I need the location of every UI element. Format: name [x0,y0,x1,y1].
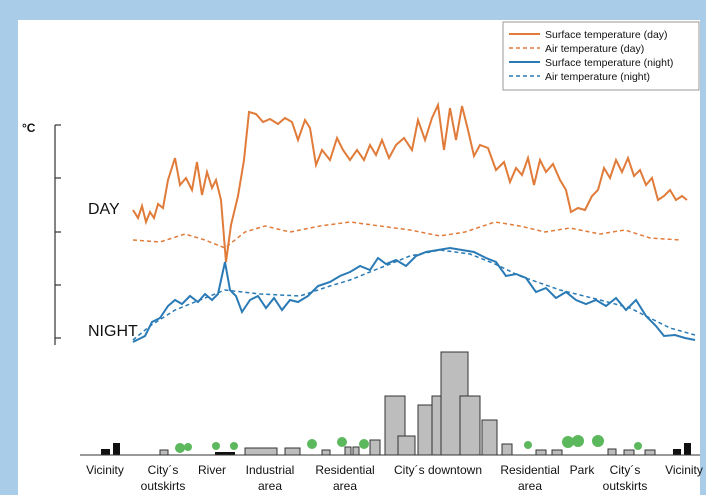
day-surface-curve [132,101,688,263]
legend-label: Surface temperature (night) [545,57,673,69]
night-air-curve [132,249,696,341]
night-surface-curve [132,246,696,343]
zone-label: Industrial [246,463,295,477]
legend-label: Surface temperature (day) [545,29,668,41]
y-axis [54,124,61,345]
legend-label: Air temperature (day) [545,43,644,55]
zone-label: Residential [500,463,559,477]
day-air-curve [132,221,681,249]
zone-label: Park [570,463,596,477]
zone-label: area [333,479,357,493]
zone-label: Vicinity [665,463,703,477]
zone-label: City´s [148,463,179,477]
zone-label: area [518,479,542,493]
trees [175,435,642,453]
zone-label: area [258,479,282,493]
axis-unit: °C [22,121,36,135]
buildings [159,351,656,456]
zone-label: Vicinity [86,463,124,477]
zone-label: outskirts [603,479,648,493]
zone-labels: Vicinity City´s outskirts River Industrial ar… [86,463,703,493]
zone-label: outskirts [141,479,186,493]
night-label: NIGHT [88,323,138,340]
panel [18,20,700,495]
zone-label: Residential [315,463,374,477]
zone-label: River [198,463,226,477]
dark-buildings [101,443,691,455]
zone-label: City´s downtown [394,463,482,477]
zone-label: City´s [610,463,641,477]
day-label: DAY [88,201,120,218]
legend-label: Air temperature (night) [545,71,650,83]
